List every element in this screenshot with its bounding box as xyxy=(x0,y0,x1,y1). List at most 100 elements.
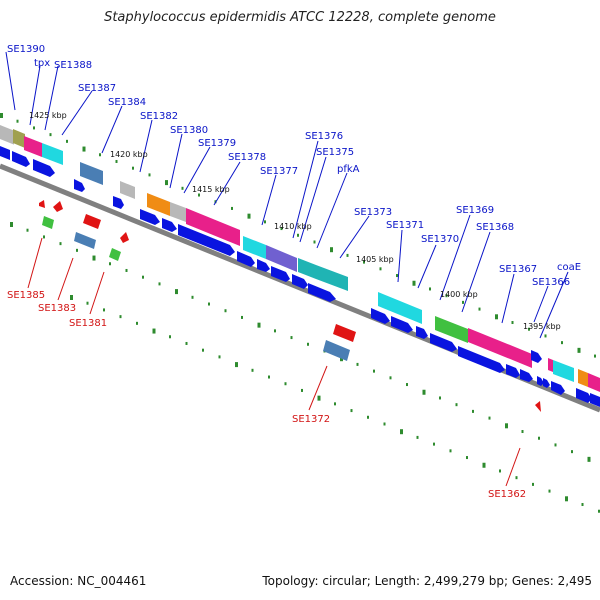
tick-mark xyxy=(43,235,45,239)
tick-mark xyxy=(330,247,333,253)
gene-label[interactable]: SE1367 xyxy=(499,264,537,275)
tick-mark xyxy=(191,295,194,299)
gene-label[interactable]: SE1383 xyxy=(38,303,76,314)
tick-mark xyxy=(268,375,270,379)
gene-label[interactable]: SE1381 xyxy=(69,318,107,329)
tick-mark xyxy=(241,315,243,319)
tick-mark xyxy=(198,193,200,197)
tick-mark xyxy=(521,430,524,434)
tick-mark xyxy=(247,213,251,219)
tick-mark xyxy=(70,295,73,300)
cds-arrow xyxy=(292,274,308,289)
tick-mark xyxy=(406,383,408,387)
gene-label[interactable]: tpx xyxy=(34,58,50,69)
gene-label[interactable]: SE1378 xyxy=(228,152,266,163)
feature-magenta-3 xyxy=(468,328,515,361)
gene-label[interactable]: SE1380 xyxy=(170,125,208,136)
tick-mark xyxy=(571,450,573,454)
gene-label[interactable]: SE1390 xyxy=(7,44,45,55)
gene-label[interactable]: SE1362 xyxy=(488,489,526,500)
scale-labels: 1425 kbp 1420 kbp 1415 kbp 1410 kbp 1405… xyxy=(29,111,561,331)
tick-mark xyxy=(449,449,452,453)
gene-label[interactable]: SE1369 xyxy=(456,205,494,216)
tick-mark xyxy=(594,354,596,358)
tick-mark xyxy=(92,255,96,261)
cds-arrow xyxy=(543,378,550,388)
gene-label[interactable]: SE1375 xyxy=(316,147,354,158)
label-leaders xyxy=(5,51,569,339)
tick-mark xyxy=(482,462,486,468)
gene-label[interactable]: pfkA xyxy=(337,164,360,175)
tick-mark xyxy=(132,166,134,170)
tick-mark xyxy=(103,308,105,312)
cds-arrow-track xyxy=(0,146,600,407)
gene-label[interactable]: SE1387 xyxy=(78,83,116,94)
tick-mark xyxy=(350,409,353,413)
gene-label[interactable]: SE1385 xyxy=(7,290,45,301)
cds-arrow xyxy=(531,350,542,363)
tick-mark xyxy=(76,248,78,252)
feature-cyan-4 xyxy=(400,301,422,324)
tick-mark xyxy=(363,260,365,264)
gene-label[interactable]: SE1370 xyxy=(421,234,459,245)
feature-gray-2 xyxy=(170,202,186,222)
cds-arrow xyxy=(308,283,336,302)
cds-arrow xyxy=(537,376,544,386)
tick-mark xyxy=(152,328,156,334)
tick-mark xyxy=(136,321,138,325)
scale-label: 1425 kbp xyxy=(29,111,67,120)
tick-mark xyxy=(82,146,86,152)
tick-mark xyxy=(577,347,581,353)
feature-orange xyxy=(147,193,170,216)
gene-label[interactable]: SE1384 xyxy=(108,97,146,108)
gene-label[interactable]: coaE xyxy=(557,262,581,273)
scale-label: 1405 kbp xyxy=(356,255,394,264)
tick-mark xyxy=(587,456,591,462)
tick-mark xyxy=(478,307,481,311)
tick-mark xyxy=(264,220,266,224)
gene-label[interactable]: SE1379 xyxy=(198,138,236,149)
tick-mark xyxy=(511,321,514,325)
tick-mark xyxy=(0,113,3,118)
tick-mark xyxy=(49,133,52,137)
tick-mark xyxy=(581,503,584,507)
cds-arrow xyxy=(551,381,565,395)
gene-label[interactable]: SE1376 xyxy=(305,131,343,142)
reverse-feature-track xyxy=(39,200,541,412)
tick-mark xyxy=(235,362,238,368)
upper-tick-row xyxy=(0,113,596,358)
tick-mark xyxy=(99,153,101,157)
cds-arrow xyxy=(140,209,160,225)
tick-mark xyxy=(561,341,563,345)
gene-label[interactable]: SE1377 xyxy=(260,166,298,177)
feature-steelblue xyxy=(74,232,96,249)
tick-mark xyxy=(297,233,299,237)
scale-label: 1420 kbp xyxy=(110,150,148,159)
gene-label[interactable]: SE1373 xyxy=(354,207,392,218)
cds-arrow xyxy=(178,224,235,256)
feature-gray-small xyxy=(120,181,135,199)
gene-label[interactable]: SE1371 xyxy=(386,220,424,231)
feature-red xyxy=(83,214,101,229)
gene-label[interactable]: SE1366 xyxy=(532,277,570,288)
tick-mark xyxy=(334,402,336,406)
cds-arrow xyxy=(271,266,290,282)
scale-label: 1415 kbp xyxy=(192,185,230,194)
feature-magenta-4 xyxy=(515,347,532,368)
gene-label[interactable]: SE1382 xyxy=(140,111,178,122)
tick-mark xyxy=(439,396,441,400)
cds-arrow xyxy=(33,159,55,177)
tick-mark xyxy=(317,395,321,401)
tick-mark xyxy=(109,262,111,266)
gene-label[interactable]: SE1388 xyxy=(54,60,92,71)
tick-mark xyxy=(400,429,403,435)
tick-mark xyxy=(10,222,13,227)
tick-mark xyxy=(548,489,551,493)
tick-mark xyxy=(280,227,283,231)
tick-mark xyxy=(455,403,458,407)
gene-label[interactable]: SE1372 xyxy=(292,414,330,425)
feature-red-arrow xyxy=(39,200,45,208)
feature-cyan xyxy=(42,143,63,165)
tick-mark xyxy=(307,342,309,346)
gene-label[interactable]: SE1368 xyxy=(476,222,514,233)
